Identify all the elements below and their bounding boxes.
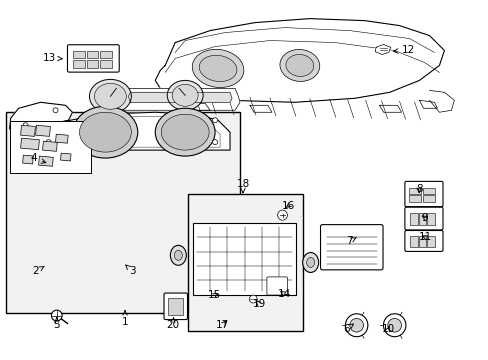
Bar (56, 134, 68, 143)
Ellipse shape (345, 314, 367, 337)
Bar (426, 213, 434, 225)
Ellipse shape (249, 295, 257, 303)
Text: 13: 13 (43, 53, 62, 63)
Text: 20: 20 (165, 318, 179, 330)
Text: 17: 17 (216, 320, 229, 330)
Bar (418, 236, 425, 247)
Text: 2: 2 (32, 266, 44, 276)
Bar (418, 213, 425, 225)
Ellipse shape (277, 210, 287, 220)
FancyBboxPatch shape (163, 293, 187, 320)
FancyBboxPatch shape (67, 45, 119, 72)
Bar (22, 155, 33, 164)
Text: 19: 19 (252, 299, 265, 309)
Ellipse shape (170, 246, 186, 265)
Text: 18: 18 (236, 179, 249, 193)
Text: 9: 9 (421, 213, 427, 222)
Text: 1: 1 (122, 311, 128, 327)
Bar (86, 51, 98, 58)
Polygon shape (10, 102, 72, 135)
Text: 16: 16 (281, 201, 294, 211)
FancyBboxPatch shape (404, 230, 442, 251)
Bar (73, 60, 84, 68)
Bar (20, 125, 35, 136)
Text: 15: 15 (207, 291, 221, 301)
Ellipse shape (94, 84, 126, 109)
Bar (5, 112, 239, 313)
Ellipse shape (285, 54, 313, 76)
Polygon shape (155, 19, 444, 102)
Ellipse shape (192, 49, 244, 87)
Polygon shape (128, 92, 232, 102)
Ellipse shape (53, 108, 58, 113)
Ellipse shape (306, 257, 314, 267)
Ellipse shape (279, 49, 319, 81)
Polygon shape (374, 44, 390, 54)
Text: 12: 12 (393, 45, 414, 55)
Bar (409, 236, 417, 247)
Ellipse shape (46, 140, 51, 145)
FancyBboxPatch shape (404, 207, 442, 230)
Bar (408, 188, 420, 194)
Bar (39, 156, 53, 166)
Bar (100, 51, 112, 58)
Ellipse shape (80, 112, 131, 152)
Ellipse shape (89, 80, 131, 113)
Ellipse shape (387, 319, 401, 332)
Ellipse shape (174, 250, 182, 260)
Bar (408, 195, 420, 202)
Ellipse shape (349, 319, 363, 332)
Ellipse shape (172, 84, 198, 106)
Text: 8: 8 (415, 184, 422, 194)
Ellipse shape (212, 118, 217, 123)
Ellipse shape (383, 314, 405, 337)
Bar (100, 60, 112, 68)
Ellipse shape (23, 123, 28, 128)
Bar (61, 153, 71, 161)
Bar (409, 213, 417, 225)
FancyBboxPatch shape (320, 225, 382, 270)
Bar (20, 138, 40, 150)
Bar (10, 121, 91, 173)
Bar (42, 141, 57, 151)
Text: 3: 3 (125, 265, 135, 276)
Ellipse shape (155, 108, 215, 156)
Bar (36, 125, 50, 136)
Text: 7: 7 (346, 236, 355, 246)
Bar (73, 51, 84, 58)
Ellipse shape (212, 140, 217, 145)
Polygon shape (31, 112, 229, 150)
FancyBboxPatch shape (404, 181, 442, 207)
Bar (86, 60, 98, 68)
FancyBboxPatch shape (266, 277, 287, 295)
Ellipse shape (73, 106, 138, 158)
Ellipse shape (51, 310, 62, 321)
Bar (188, 194, 303, 330)
Bar (422, 195, 434, 202)
Ellipse shape (199, 55, 237, 81)
Ellipse shape (161, 114, 209, 150)
Ellipse shape (167, 80, 203, 110)
Bar (193, 223, 295, 295)
Text: 6: 6 (343, 324, 353, 334)
Text: 11: 11 (418, 232, 431, 242)
Polygon shape (112, 88, 240, 110)
Text: 4: 4 (30, 153, 46, 163)
Bar (422, 188, 434, 194)
Bar (426, 236, 434, 247)
Ellipse shape (302, 252, 318, 273)
Bar (168, 297, 183, 315)
Text: 10: 10 (381, 324, 394, 334)
Text: 5: 5 (53, 318, 60, 330)
Text: 14: 14 (277, 289, 290, 299)
